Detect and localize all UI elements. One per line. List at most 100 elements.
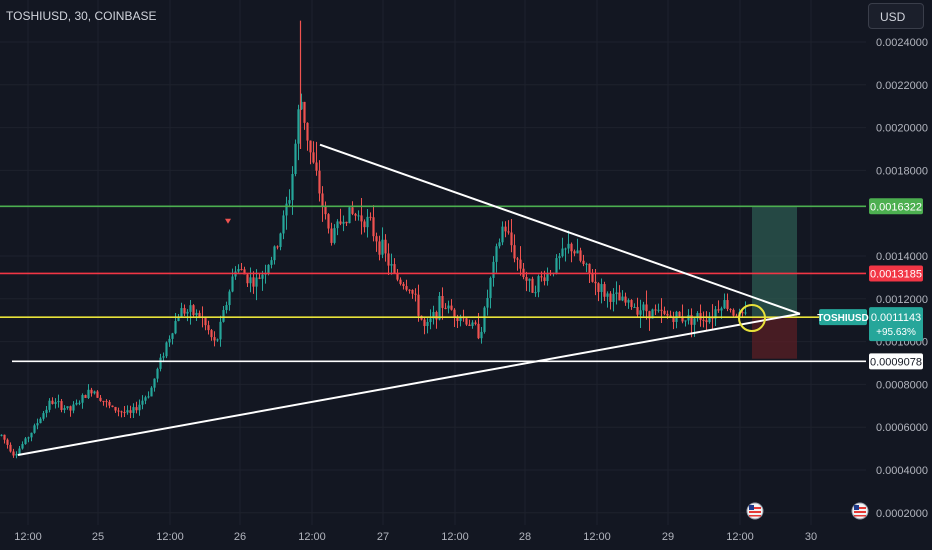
candle-body [519, 259, 522, 269]
candle-body [87, 389, 90, 398]
candle-body [171, 333, 174, 339]
candle-body [144, 397, 147, 401]
candle-body [126, 410, 129, 413]
triangle-lower-trendline[interactable] [17, 312, 801, 457]
current-price-bg [869, 307, 923, 342]
candle-body [663, 310, 666, 314]
candle-body [423, 319, 426, 327]
candle-body [297, 109, 300, 144]
candle-body [159, 357, 162, 369]
candle-body [75, 402, 78, 405]
us-flag-icon[interactable] [851, 502, 869, 520]
triangle-upper-trendline[interactable] [319, 143, 801, 315]
red-level-label-bg [869, 265, 923, 282]
candle-body [435, 312, 438, 320]
price-tick-label: 0.0024000 [876, 37, 928, 49]
red-level-label: 0.0013185 [870, 268, 922, 280]
candle-body [585, 263, 588, 265]
candle-body [603, 284, 606, 297]
candle-body [237, 269, 240, 272]
candle-body [555, 258, 558, 273]
currency-button[interactable]: USD [868, 3, 924, 29]
candle-body [645, 304, 648, 312]
candle-body [15, 453, 18, 456]
candle-body [606, 293, 609, 297]
time-tick-label: 12:00 [156, 531, 184, 543]
candle-body [393, 264, 396, 274]
candle-body [543, 277, 546, 282]
candle-body [96, 391, 99, 398]
us-flag-icon[interactable] [746, 502, 764, 520]
candle-body [531, 278, 534, 293]
candle-body [363, 221, 366, 228]
candle-body [48, 400, 51, 410]
candle-body [315, 162, 318, 171]
candle-body [162, 356, 165, 358]
candle-body [492, 261, 495, 278]
candle-body [27, 437, 30, 439]
symbol-title[interactable]: TOSHIUSD, 30, COINBASE [6, 9, 157, 23]
candle-body [621, 296, 624, 301]
candle-body [546, 273, 549, 282]
candle-body [516, 258, 519, 260]
candle-body [726, 300, 729, 309]
candle-body [378, 241, 381, 255]
candle-body [633, 306, 636, 308]
candle-body [267, 264, 270, 274]
candle-body [594, 281, 597, 284]
candle-body [489, 277, 492, 298]
candle-body [573, 251, 576, 254]
candle-body [579, 250, 582, 261]
candle-body [189, 305, 192, 312]
candle-body [273, 246, 276, 261]
time-tick-label: 29 [662, 531, 674, 543]
candle-body [666, 313, 669, 316]
candle-body [99, 397, 102, 401]
candle-body [456, 317, 459, 322]
candle-body [600, 284, 603, 292]
candle-body [30, 432, 33, 438]
candle-body [357, 215, 360, 217]
candle-body [708, 316, 711, 323]
candle-body [684, 320, 687, 322]
candle-body [333, 228, 336, 243]
candle-body [3, 434, 6, 440]
candle-body [690, 315, 693, 325]
horizontal-levels[interactable] [0, 205, 866, 363]
time-tick-label: 30 [805, 531, 817, 543]
candle-body [108, 401, 111, 406]
triangle-pattern[interactable] [17, 143, 801, 457]
candle-body [387, 253, 390, 266]
flag-stripe [854, 511, 866, 513]
candle-body [60, 401, 63, 410]
candle-body [390, 264, 393, 266]
candle-body [69, 406, 72, 411]
candle-body [21, 444, 24, 449]
candle-body [525, 277, 528, 281]
candle-body [735, 315, 738, 317]
candle-body [66, 406, 69, 409]
candle-body [360, 215, 363, 222]
candle-body [702, 319, 705, 321]
candle-body [678, 311, 681, 317]
candle-body [321, 193, 324, 207]
candle-body [375, 236, 378, 242]
highlight-circle [738, 304, 766, 333]
candle-body [204, 317, 207, 326]
candle-body [18, 448, 21, 454]
candle-body [669, 315, 672, 317]
candle-body [480, 331, 483, 339]
price-tick-label: 0.0014000 [876, 251, 928, 263]
candle-body [0, 434, 3, 436]
candle-body [183, 308, 186, 314]
candle-body [78, 402, 81, 404]
candle-body [723, 300, 726, 309]
candle-body [147, 396, 150, 398]
candle-body [468, 324, 471, 327]
time-axis[interactable]: 12:00 25 12:00 26 12:00 27 12:00 28 12:00 29 12:00… [14, 531, 817, 543]
candle-body [354, 213, 357, 216]
candle-body [627, 300, 630, 303]
candle-body [180, 308, 183, 318]
candle-body [534, 292, 537, 294]
